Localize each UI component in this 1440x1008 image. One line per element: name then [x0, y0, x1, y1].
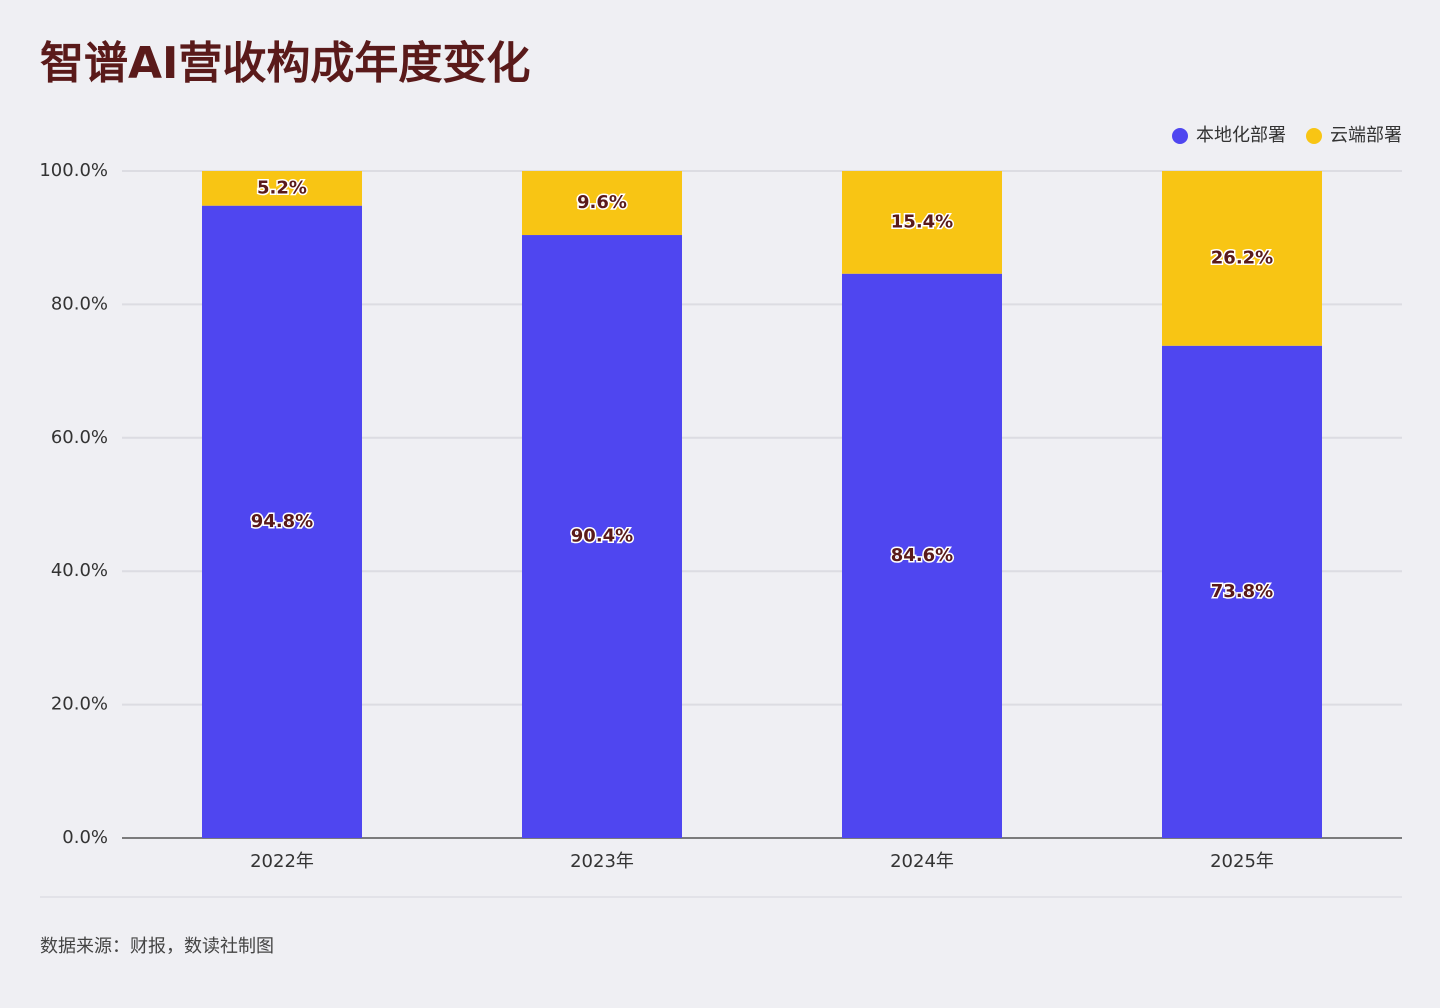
- y-tick-label: 100.0%: [39, 160, 108, 181]
- data-label: 15.4%: [891, 211, 953, 232]
- x-tick-label: 2025年: [1210, 851, 1274, 872]
- y-tick-label: 20.0%: [51, 694, 108, 715]
- y-tick-label: 0.0%: [62, 827, 108, 848]
- legend-marker: [1172, 128, 1188, 144]
- x-tick-label: 2024年: [890, 851, 954, 872]
- data-label: 5.2%: [257, 177, 307, 198]
- bar-segment: [202, 205, 362, 838]
- bar-segment: [202, 171, 362, 206]
- legend-label: 云端部署: [1330, 125, 1402, 146]
- y-tick-label: 40.0%: [51, 560, 108, 581]
- x-tick-label: 2023年: [570, 851, 634, 872]
- y-tick-label: 60.0%: [51, 427, 108, 448]
- source-note: 数据来源：财报，数读社制图: [40, 936, 274, 957]
- data-label: 94.8%: [251, 511, 313, 532]
- legend-label: 本地化部署: [1196, 125, 1286, 146]
- x-tick-label: 2022年: [250, 851, 314, 872]
- bar-segment: [1162, 345, 1322, 838]
- data-label: 73.8%: [1211, 581, 1273, 602]
- y-tick-label: 80.0%: [51, 293, 108, 314]
- data-label: 90.4%: [571, 526, 633, 547]
- bar-segment: [522, 171, 682, 236]
- bar-segment: [1162, 171, 1322, 346]
- data-label: 84.6%: [891, 545, 953, 566]
- legend-marker: [1306, 128, 1322, 144]
- data-label: 9.6%: [577, 192, 627, 213]
- bar-segment: [842, 273, 1002, 838]
- bar-segment: [842, 171, 1002, 274]
- chart-title: 智谱AI营收构成年度变化: [40, 38, 530, 89]
- bar-segment: [522, 235, 682, 839]
- data-label: 26.2%: [1211, 247, 1273, 268]
